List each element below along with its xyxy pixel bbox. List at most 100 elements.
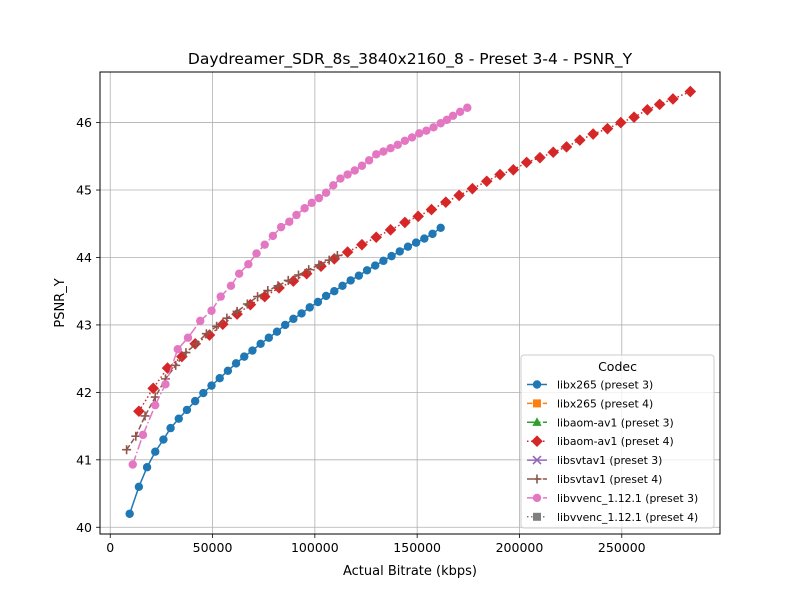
data-point bbox=[324, 255, 334, 265]
data-point bbox=[147, 382, 160, 395]
legend-label: libaom-av1 (preset 3) bbox=[557, 416, 674, 429]
data-point bbox=[336, 174, 345, 183]
data-point bbox=[203, 329, 216, 341]
data-point bbox=[332, 250, 342, 260]
data-point bbox=[395, 247, 404, 256]
data-point bbox=[300, 267, 313, 280]
data-point bbox=[321, 291, 331, 301]
legend-entry: libx265 (preset 3) bbox=[527, 379, 653, 392]
data-point bbox=[304, 265, 314, 275]
legend-label: libvvenc_1.12.1 (preset 4) bbox=[557, 511, 698, 524]
data-point bbox=[256, 339, 265, 349]
data-point bbox=[226, 281, 236, 291]
x-axis-label: Actual Bitrate (kbps) bbox=[343, 564, 477, 579]
legend-entry: libvvenc_1.12.1 (preset 3) bbox=[527, 492, 698, 505]
data-point bbox=[234, 269, 244, 278]
data-point bbox=[276, 222, 286, 232]
data-point bbox=[173, 345, 182, 354]
series-0 bbox=[125, 223, 445, 518]
data-point bbox=[399, 216, 411, 229]
data-point bbox=[420, 234, 429, 243]
y-axis-label: PSNR_Y bbox=[53, 278, 68, 327]
data-point bbox=[354, 271, 364, 280]
data-point bbox=[212, 321, 222, 331]
data-point bbox=[372, 150, 381, 159]
data-point bbox=[166, 423, 175, 433]
data-point bbox=[601, 122, 614, 135]
legend-label: libvvenc_1.12.1 (preset 3) bbox=[557, 492, 698, 505]
y-tick-label: 44 bbox=[76, 250, 92, 265]
legend-entry: libsvtav1 (preset 4) bbox=[527, 473, 662, 486]
data-point bbox=[329, 181, 338, 190]
data-point bbox=[140, 411, 150, 421]
legend-marker bbox=[532, 493, 542, 503]
legend-marker bbox=[533, 399, 541, 408]
data-point bbox=[547, 146, 560, 159]
data-point bbox=[297, 309, 306, 318]
data-point bbox=[330, 286, 339, 296]
legend-label: libsvtav1 (preset 3) bbox=[557, 454, 662, 467]
plot-frame bbox=[99, 71, 721, 535]
data-point bbox=[133, 405, 145, 418]
data-point bbox=[207, 381, 216, 390]
data-point bbox=[285, 217, 294, 226]
data-point bbox=[453, 189, 465, 202]
data-point bbox=[258, 290, 271, 303]
x-tick-label: 200000 bbox=[496, 540, 544, 555]
data-point bbox=[455, 107, 465, 116]
legend: Codec libx265 (preset 3)libx265 (preset … bbox=[520, 354, 715, 529]
data-point bbox=[350, 166, 359, 175]
legend-entry: libx265 (preset 4) bbox=[527, 397, 653, 410]
data-point bbox=[341, 246, 354, 258]
legend-box bbox=[520, 354, 715, 529]
legend-marker bbox=[531, 435, 543, 447]
data-point bbox=[142, 463, 152, 472]
data-point bbox=[403, 242, 413, 251]
data-point bbox=[400, 136, 410, 145]
data-point bbox=[268, 231, 278, 241]
data-point bbox=[253, 292, 263, 302]
data-point bbox=[346, 276, 355, 285]
data-point bbox=[422, 126, 431, 135]
data-point bbox=[412, 210, 424, 223]
data-point bbox=[384, 224, 397, 236]
y-tick-label: 41 bbox=[76, 452, 92, 467]
data-point bbox=[313, 297, 323, 307]
data-point bbox=[653, 98, 666, 111]
legend-marker bbox=[532, 455, 542, 465]
data-point bbox=[300, 204, 309, 213]
data-point bbox=[287, 275, 300, 287]
legend-label: libsvtav1 (preset 4) bbox=[557, 473, 662, 486]
data-point bbox=[232, 306, 242, 316]
data-point bbox=[379, 256, 388, 266]
data-point bbox=[240, 352, 249, 361]
data-point bbox=[364, 156, 374, 165]
data-point bbox=[161, 380, 170, 389]
legend-entries: libx265 (preset 3) libx265 (preset 4) liba… bbox=[527, 379, 698, 524]
data-point bbox=[134, 482, 144, 491]
data-point bbox=[628, 111, 640, 123]
data-point bbox=[199, 388, 208, 398]
data-point bbox=[315, 260, 327, 273]
data-point bbox=[436, 223, 445, 232]
data-point bbox=[587, 128, 599, 140]
series-5 bbox=[122, 250, 342, 455]
legend-marker bbox=[532, 380, 542, 389]
data-point bbox=[176, 350, 188, 363]
data-point bbox=[181, 348, 191, 358]
data-point bbox=[151, 400, 160, 410]
data-point bbox=[138, 430, 148, 440]
data-point bbox=[244, 260, 253, 269]
data-point bbox=[264, 333, 274, 342]
data-point bbox=[534, 151, 546, 164]
data-point bbox=[292, 210, 301, 220]
data-point bbox=[242, 299, 252, 309]
data-point bbox=[190, 396, 200, 406]
data-point bbox=[293, 270, 303, 280]
data-point bbox=[248, 346, 257, 355]
data-point bbox=[272, 327, 282, 336]
x-tick-label: 50000 bbox=[193, 540, 233, 555]
data-point bbox=[222, 313, 232, 323]
